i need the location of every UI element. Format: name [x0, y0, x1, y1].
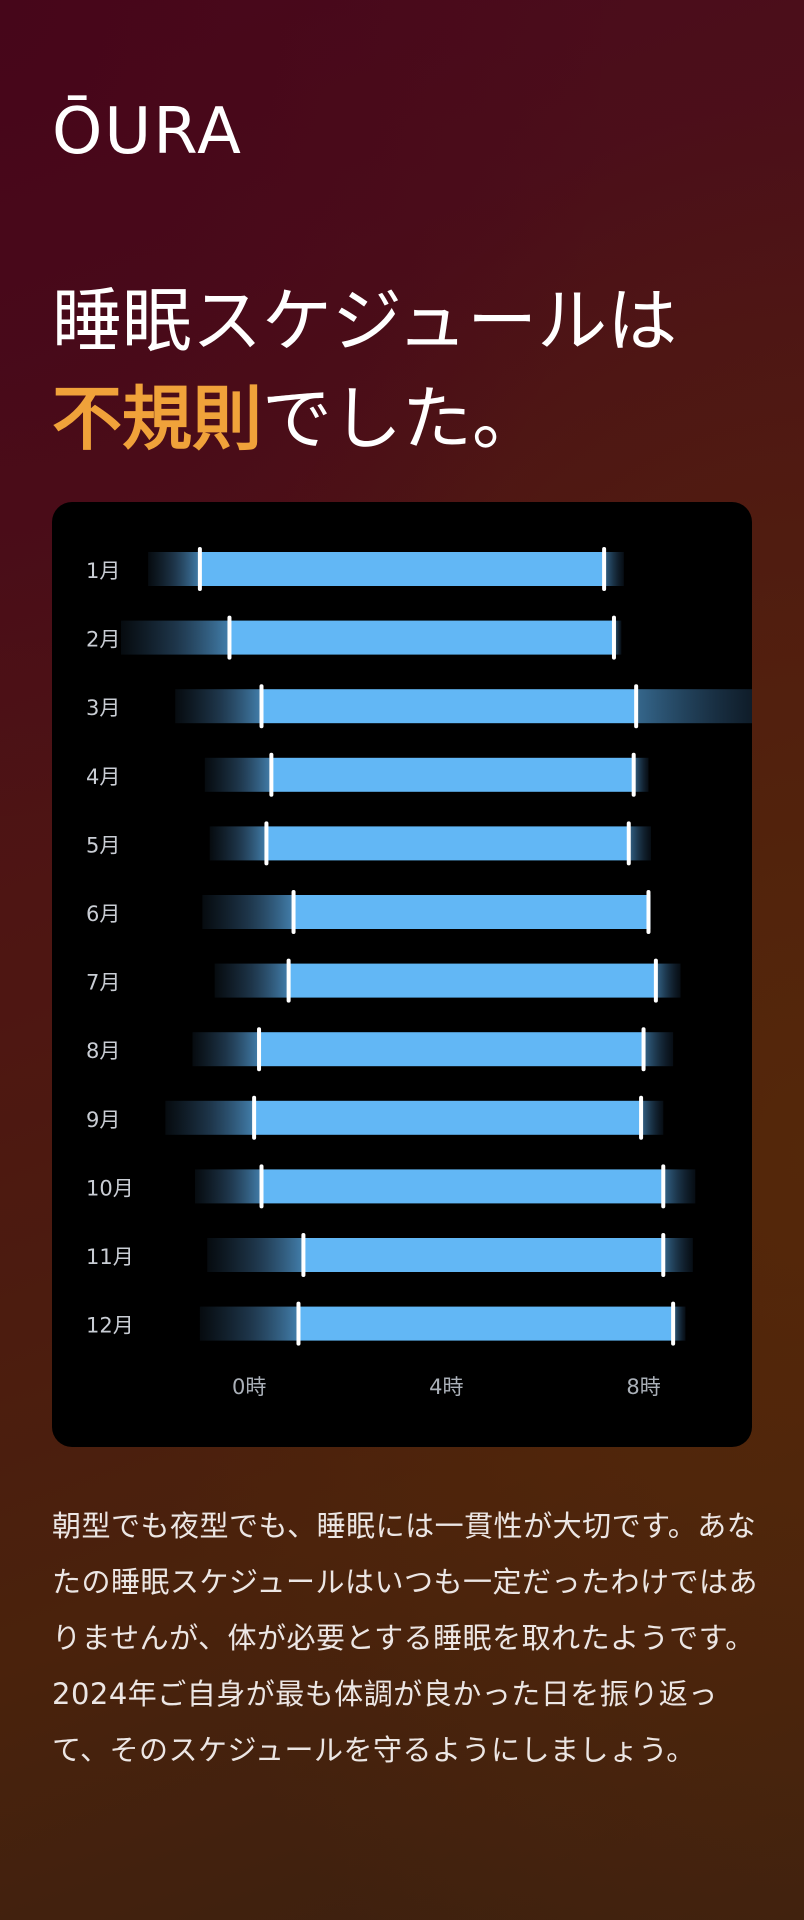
wake-spread — [643, 1032, 674, 1067]
x-tick-label: 4時 — [429, 1375, 463, 1399]
month-row: 10月 — [86, 1164, 696, 1209]
wake-spread — [655, 963, 681, 998]
headline: 睡眠スケジュールは 不規則でした。 — [52, 272, 772, 468]
wake-marker — [661, 1164, 666, 1209]
sleep-bar — [259, 1032, 644, 1067]
bedtime-marker — [264, 821, 269, 866]
month-label: 10月 — [86, 1176, 134, 1200]
bedtime-spread — [165, 1100, 255, 1135]
headline-line-2-rest: でした。 — [262, 378, 542, 460]
month-row: 12月 — [86, 1301, 686, 1346]
sleep-bar — [293, 895, 649, 929]
oura-logo: ŌURA — [52, 95, 243, 169]
headline-line-1: 睡眠スケジュールは — [52, 280, 678, 362]
month-row: 6月 — [86, 890, 651, 934]
wake-marker — [602, 547, 607, 591]
wake-marker — [653, 958, 658, 1003]
wake-marker — [626, 821, 631, 866]
sleep-bar — [271, 757, 634, 792]
month-label: 7月 — [86, 971, 120, 995]
month-label: 6月 — [86, 902, 120, 926]
month-label: 2月 — [86, 628, 120, 652]
wake-spread — [673, 1306, 686, 1341]
bedtime-marker — [227, 615, 232, 660]
bedtime-spread — [214, 963, 289, 998]
wake-marker — [641, 1027, 646, 1072]
bedtime-marker — [291, 890, 296, 934]
month-label: 5月 — [86, 833, 120, 857]
sleep-schedule-chart: 1月 2月 3月 4月 5月 6月 7月 8月 9月 10月 11月 12月 0時 4時 8時 — [86, 547, 752, 1399]
sleep-bar — [229, 620, 614, 655]
sleep-bar — [254, 1100, 642, 1135]
body-paragraph: 朝型でも夜型でも、睡眠には一貫性が大切です。あなたの睡眠スケジュールはいつも一定… — [52, 1509, 758, 1767]
sleep-schedule-chart-card: 1月 2月 3月 4月 5月 6月 7月 8月 9月 10月 11月 12月 0時 4時 8時 — [52, 502, 752, 1447]
wake-marker — [631, 752, 636, 797]
month-row: 5月 — [86, 821, 651, 866]
month-label: 9月 — [86, 1108, 120, 1132]
month-label: 3月 — [86, 696, 120, 720]
month-row: 1月 — [86, 547, 624, 591]
bedtime-spread — [148, 552, 200, 586]
month-row: 2月 — [86, 615, 622, 660]
bedtime-spread — [199, 1306, 299, 1341]
bedtime-spread — [175, 689, 262, 724]
month-row: 4月 — [86, 752, 649, 797]
bedtime-spread — [207, 1238, 304, 1272]
sleep-bar — [261, 1169, 664, 1204]
bedtime-spread — [194, 1169, 262, 1204]
month-row: 11月 — [86, 1233, 693, 1277]
headline-line-2: 不規則でした。 — [52, 370, 772, 468]
month-label: 4月 — [86, 765, 120, 789]
bedtime-marker — [197, 547, 202, 591]
sleep-bar — [288, 963, 656, 998]
wake-marker — [671, 1301, 676, 1346]
bedtime-spread — [204, 757, 272, 792]
wake-marker — [661, 1233, 666, 1277]
bedtime-spread — [121, 620, 230, 655]
month-label: 11月 — [86, 1245, 134, 1269]
wake-spread — [613, 620, 622, 655]
sleep-bar — [298, 1306, 674, 1341]
sleep-bar — [303, 1238, 664, 1272]
bedtime-marker — [259, 1164, 264, 1209]
bedtime-marker — [301, 1233, 306, 1277]
wake-marker — [611, 615, 616, 660]
wake-spread — [636, 689, 752, 724]
bedtime-marker — [259, 684, 264, 729]
month-row: 3月 — [86, 684, 752, 729]
bedtime-marker — [296, 1301, 301, 1346]
headline-accent: 不規則 — [52, 378, 262, 460]
month-label: 8月 — [86, 1039, 120, 1063]
sleep-bar — [261, 689, 637, 724]
month-row: 9月 — [86, 1095, 664, 1140]
bedtime-spread — [202, 895, 294, 929]
x-tick-label: 0時 — [232, 1375, 266, 1399]
bedtime-marker — [257, 1027, 262, 1072]
x-tick-label: 8時 — [626, 1375, 660, 1399]
wake-spread — [633, 757, 649, 792]
sleep-bar — [266, 826, 629, 861]
wake-spread — [663, 1238, 693, 1272]
wake-marker — [639, 1095, 644, 1140]
bedtime-marker — [286, 958, 291, 1003]
wake-spread — [663, 1169, 696, 1204]
bedtime-marker — [269, 752, 274, 797]
month-label: 12月 — [86, 1314, 134, 1338]
month-row: 8月 — [86, 1027, 674, 1072]
wake-marker — [634, 684, 639, 729]
bedtime-spread — [192, 1032, 260, 1067]
month-label: 1月 — [86, 559, 120, 583]
bedtime-spread — [209, 826, 267, 861]
wake-spread — [604, 552, 624, 586]
bedtime-marker — [252, 1095, 257, 1140]
month-row: 7月 — [86, 958, 681, 1003]
wake-spread — [628, 826, 651, 861]
wake-spread — [641, 1100, 664, 1135]
wake-marker — [646, 890, 651, 934]
sleep-bar — [199, 552, 605, 586]
